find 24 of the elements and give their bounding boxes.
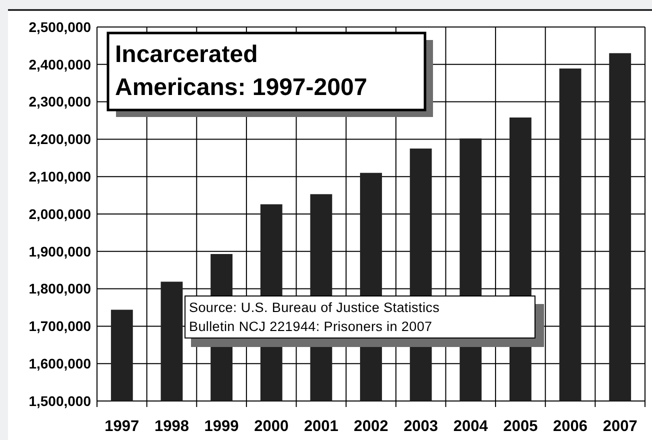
- x-tick-label: 2006: [553, 418, 588, 435]
- y-tick-label: 2,400,000: [28, 56, 92, 72]
- y-tick-label: 1,600,000: [28, 356, 92, 372]
- x-tick-label: 2004: [453, 418, 488, 435]
- y-tick-label: 2,200,000: [28, 131, 92, 148]
- x-tick-label: 2007: [602, 418, 638, 435]
- x-tick-label: 2005: [503, 418, 538, 435]
- y-tick-label: 1,800,000: [28, 280, 92, 297]
- y-tick-label: 1,900,000: [28, 243, 92, 260]
- x-tick-label: 1999: [204, 418, 240, 435]
- y-tick-label: 2,300,000: [28, 94, 92, 110]
- x-tick-label: 2002: [354, 418, 388, 435]
- y-tick-label: 2,100,000: [28, 168, 92, 184]
- x-tick-label: 2003: [404, 418, 438, 435]
- y-tick-label: 2,500,000: [28, 18, 92, 35]
- annotation: Source: U.S. Bureau of Justice Statistics Bulletin NCJ 221944: Prisoners in 2007: [189, 300, 440, 334]
- y-tick-label: 1,700,000: [28, 318, 92, 334]
- x-tick-label: 1998: [154, 418, 190, 435]
- text: Incarcerated Americans: 1997-2007: [115, 41, 368, 101]
- y-tick-label: 1,500,000: [28, 392, 92, 409]
- x-tick-label: 1997: [104, 418, 140, 435]
- x-tick-label: 2001: [304, 418, 339, 435]
- x-tick-label: 2000: [254, 418, 289, 435]
- y-tick-label: 2,000,000: [28, 206, 92, 222]
